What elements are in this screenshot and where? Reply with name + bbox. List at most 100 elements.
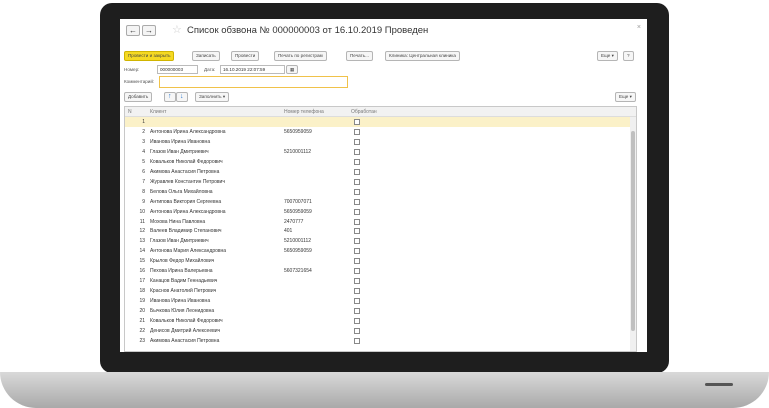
move-down-button[interactable]: ↓ (176, 92, 188, 102)
client-cell[interactable]: Краснов Анатолий Петрович (150, 288, 217, 295)
phone-cell[interactable]: 5607321654 (284, 268, 312, 275)
processed-checkbox[interactable] (354, 238, 360, 245)
table-row[interactable]: 6 Акимова Анастасия Петровна (125, 167, 631, 177)
table-row[interactable]: 9 Антипова Виктория Сергеевна 7007007071 (125, 197, 631, 207)
comment-field[interactable] (159, 76, 348, 88)
client-cell[interactable]: Антонова Ирина Александровна (150, 208, 226, 215)
processed-checkbox[interactable] (354, 178, 360, 185)
table-row[interactable]: 14 Антонова Мария Александровна 5650959059 (125, 246, 631, 256)
phone-cell[interactable]: 5650959059 (284, 128, 312, 135)
table-row[interactable]: 11 Мохова Нина Павловна 2470777 (125, 217, 631, 227)
move-up-button[interactable]: ↑ (164, 92, 176, 102)
processed-checkbox[interactable] (354, 308, 360, 315)
table-row[interactable]: 4 Глазов Иван Дмитриевич 5210001112 (125, 147, 631, 157)
table-row[interactable]: 7 Журавлев Константин Петрович (125, 177, 631, 187)
calendar-icon[interactable]: ▦ (286, 65, 299, 74)
client-cell[interactable]: Ковальков Николай Федорович (150, 158, 223, 165)
client-cell[interactable]: Антонова Мария Александровна (150, 248, 227, 255)
save-button[interactable]: Записать (192, 51, 220, 61)
client-cell[interactable]: Антипова Виктория Сергеевна (150, 198, 222, 205)
print-registers-button[interactable]: Печать по регистрам (274, 51, 327, 61)
processed-checkbox[interactable] (354, 248, 360, 255)
more-button[interactable]: Еще ▾ (597, 51, 618, 61)
back-button[interactable]: ← (126, 25, 140, 36)
table-row[interactable]: 12 Валеев Владимир Степанович 401 (125, 226, 631, 236)
number-field[interactable]: 000000003 (157, 65, 198, 74)
favorite-star-icon[interactable]: ☆ (172, 24, 182, 36)
processed-checkbox[interactable] (354, 258, 360, 265)
phone-cell[interactable]: 5650959059 (284, 208, 312, 215)
client-cell[interactable]: Пехова Ирина Валерьевна (150, 268, 213, 275)
table-row[interactable]: 13 Глазов Иван Дмитриевич 5210001112 (125, 236, 631, 246)
processed-checkbox[interactable] (354, 298, 360, 305)
client-cell[interactable]: Бычкова Юлия Леонидовна (150, 308, 215, 315)
phone-cell[interactable]: 401 (284, 228, 293, 235)
table-row[interactable]: 18 Краснов Анатолий Петрович (125, 286, 631, 296)
processed-checkbox[interactable] (354, 278, 360, 285)
processed-checkbox[interactable] (354, 188, 360, 195)
processed-checkbox[interactable] (354, 168, 360, 175)
table-row[interactable]: 16 Пехова Ирина Валерьевна 5607321654 (125, 266, 631, 276)
table-row[interactable]: 19 Иванова Ирина Ивановна (125, 296, 631, 306)
table-row[interactable]: 8 Белова Ольга Михайловна (125, 187, 631, 197)
processed-checkbox[interactable] (354, 228, 360, 235)
date-field[interactable]: 16.10.2019 22:07:59 (220, 65, 285, 74)
table-row[interactable]: 22 Денисов Дмитрий Алексеевич (125, 326, 631, 336)
client-cell[interactable]: Белова Ольга Михайловна (150, 188, 213, 195)
forward-button[interactable]: → (142, 25, 156, 36)
processed-checkbox[interactable] (354, 318, 360, 324)
processed-checkbox[interactable] (354, 337, 360, 344)
table-row[interactable]: 2 Антонова Ирина Александровна 5650959059 (125, 127, 631, 137)
table-row[interactable]: 23 Акимова Анастасия Петровна (125, 336, 631, 346)
scrollbar-thumb[interactable] (631, 131, 635, 331)
client-cell[interactable]: Антонова Ирина Александровна (150, 128, 226, 135)
client-cell[interactable]: Глазов Иван Дмитриевич (150, 148, 209, 155)
client-cell[interactable]: Денисов Дмитрий Алексеевич (150, 327, 221, 334)
clinic-button[interactable]: Клиника: Центральная клиника (385, 51, 460, 61)
processed-checkbox[interactable] (354, 158, 360, 165)
phone-cell[interactable]: 5650959059 (284, 248, 312, 255)
header-client[interactable]: Клиент (150, 109, 167, 115)
table-row[interactable]: 21 Ковальков Николай Федорович (125, 316, 631, 326)
processed-checkbox[interactable] (354, 198, 360, 205)
table-row[interactable]: 3 Иванова Ирина Ивановна (125, 137, 631, 147)
client-cell[interactable]: Акимова Анастасия Петровна (150, 168, 220, 175)
table-row[interactable]: 17 Канацов Вадим Геннадьевич (125, 276, 631, 286)
print-button[interactable]: Печать... (346, 51, 373, 61)
post-and-close-button[interactable]: Провести и закрыть (124, 51, 175, 61)
client-cell[interactable]: Глазов Иван Дмитриевич (150, 238, 209, 245)
processed-checkbox[interactable] (354, 148, 360, 155)
help-button[interactable]: ? (623, 51, 634, 61)
client-cell[interactable]: Журавлев Константин Петрович (150, 178, 225, 185)
header-processed[interactable]: Обработан (351, 109, 377, 115)
client-cell[interactable]: Крылов Федор Михайлович (150, 258, 215, 265)
header-n[interactable]: N (128, 109, 132, 115)
post-button[interactable]: Провести (231, 51, 260, 61)
scrollbar[interactable] (630, 117, 636, 351)
table-row[interactable]: 15 Крылов Федор Михайлович (125, 256, 631, 266)
fill-button[interactable]: Заполнить ▾ (195, 92, 230, 102)
processed-checkbox[interactable] (354, 327, 360, 334)
table-row[interactable]: 1 (125, 117, 631, 127)
client-cell[interactable]: Валеев Владимир Степанович (150, 228, 222, 235)
client-cell[interactable]: Иванова Ирина Ивановна (150, 138, 211, 145)
phone-cell[interactable]: 7007007071 (284, 198, 312, 205)
processed-checkbox[interactable] (354, 138, 360, 145)
phone-cell[interactable]: 5210001112 (284, 238, 312, 245)
table-row[interactable]: 10 Антонова Ирина Александровна 5650959059 (125, 207, 631, 217)
processed-checkbox[interactable] (354, 208, 360, 215)
processed-checkbox[interactable] (354, 218, 360, 225)
client-cell[interactable]: Ковальков Николай Федорович (150, 318, 223, 324)
client-cell[interactable]: Мохова Нина Павловна (150, 218, 206, 225)
add-button[interactable]: Добавить (124, 92, 153, 102)
client-cell[interactable]: Иванова Ирина Ивановна (150, 298, 211, 305)
header-phone[interactable]: Номер телефона (284, 109, 324, 115)
processed-checkbox[interactable] (354, 128, 360, 135)
processed-checkbox[interactable] (354, 119, 360, 125)
processed-checkbox[interactable] (354, 288, 360, 295)
client-cell[interactable]: Акимова Анастасия Петровна (150, 337, 220, 344)
table-more-button[interactable]: Еще ▾ (615, 92, 636, 102)
table-row[interactable]: 5 Ковальков Николай Федорович (125, 157, 631, 167)
close-icon[interactable]: × (636, 24, 641, 31)
phone-cell[interactable]: 5210001112 (284, 148, 312, 155)
